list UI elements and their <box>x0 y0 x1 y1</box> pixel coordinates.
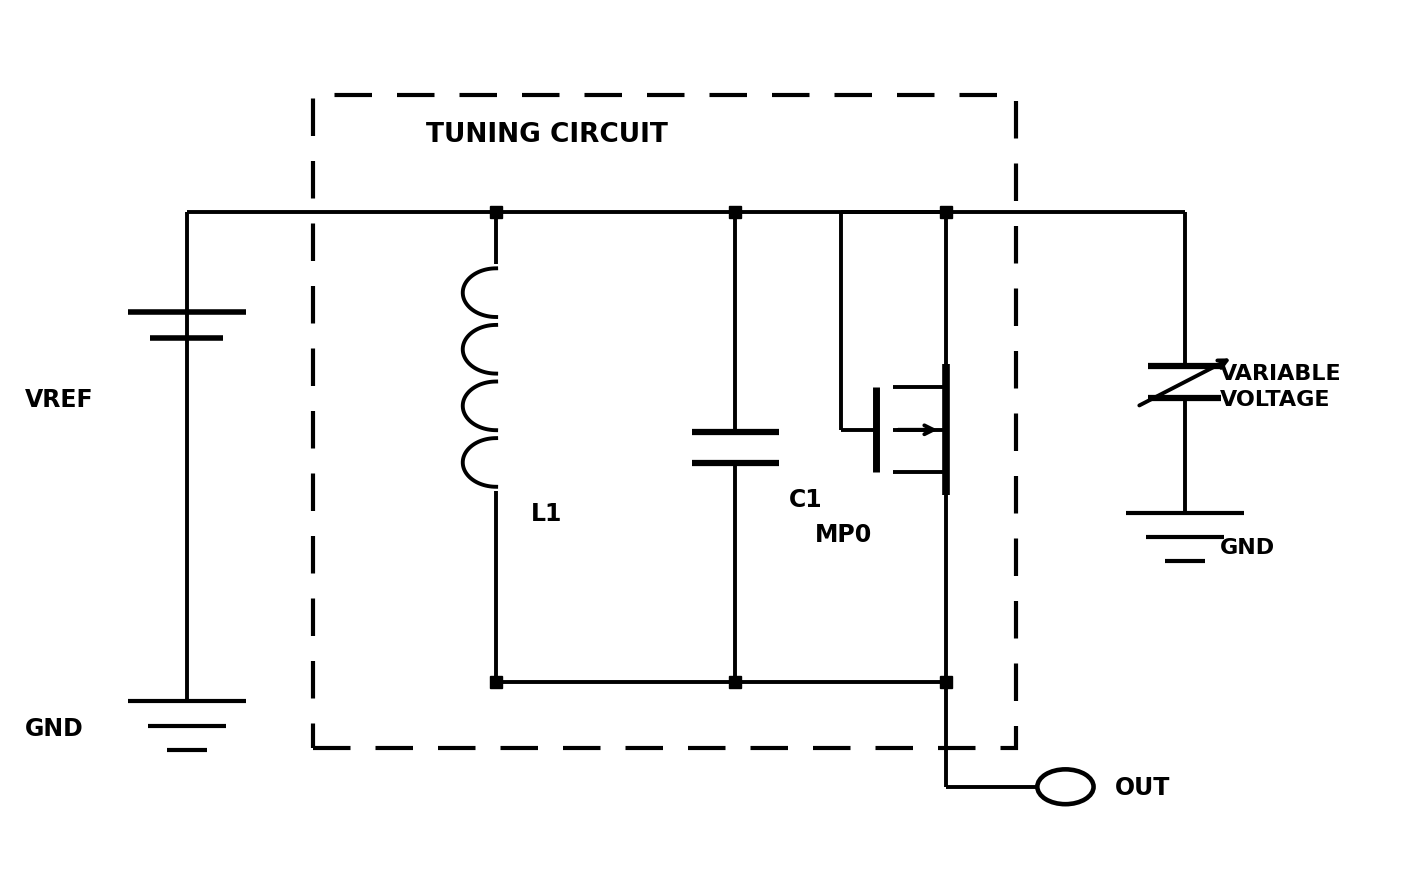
Text: GND: GND <box>25 716 83 740</box>
Text: L1: L1 <box>532 501 563 525</box>
Text: TUNING CIRCUIT: TUNING CIRCUIT <box>426 122 667 148</box>
Text: MP0: MP0 <box>816 522 872 547</box>
Text: VARIABLE
VOLTAGE: VARIABLE VOLTAGE <box>1220 364 1342 410</box>
Text: GND: GND <box>1220 537 1275 558</box>
Text: VREF: VREF <box>25 388 93 412</box>
Text: C1: C1 <box>789 488 822 512</box>
Text: OUT: OUT <box>1114 775 1169 799</box>
